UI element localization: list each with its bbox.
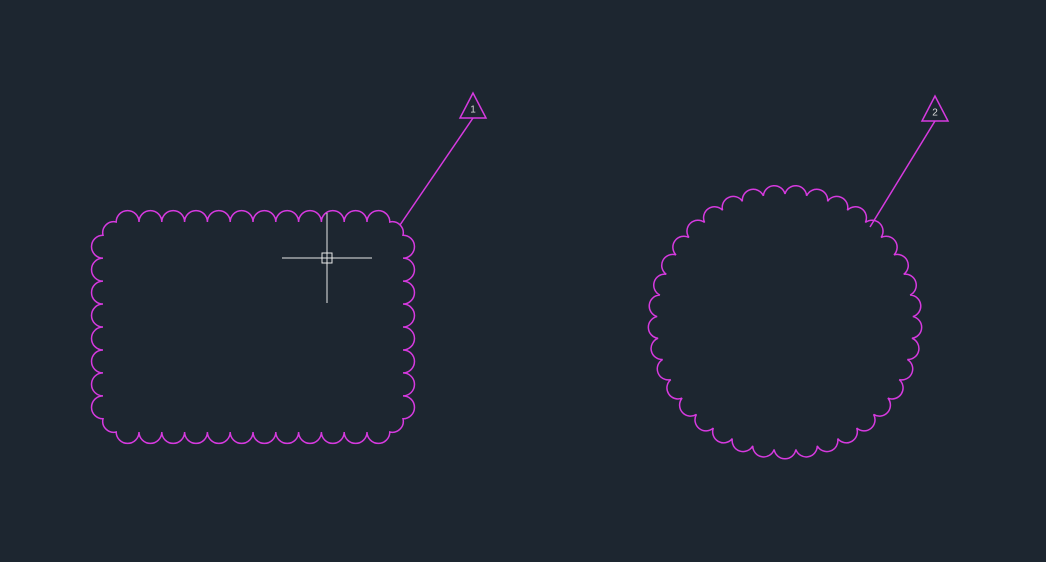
leader-line-1: [400, 118, 473, 225]
revision-cloud-circle: [648, 186, 921, 459]
revision-marker-2-label: 2: [932, 108, 938, 119]
revision-cloud-rect: [92, 211, 415, 444]
revision-marker-1-label: 1: [470, 105, 476, 116]
crosshair-cursor: [282, 213, 372, 303]
leader-line-2: [870, 121, 935, 227]
